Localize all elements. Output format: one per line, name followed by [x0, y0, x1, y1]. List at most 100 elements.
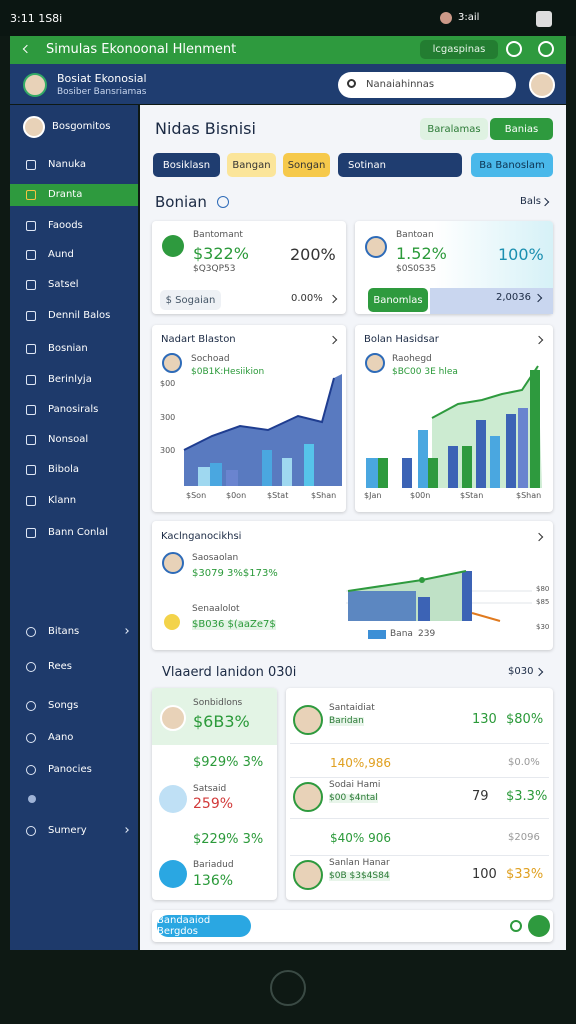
y-label: $85: [536, 598, 550, 606]
list-value: 136%: [193, 873, 234, 889]
chart-sub: $0B1K:Hesiikion: [191, 367, 265, 377]
footer-button[interactable]: Bandaaiod Bergdos: [157, 915, 251, 937]
list-name: Satsaid: [193, 784, 227, 794]
sidebar-item[interactable]: Bitans: [48, 626, 80, 637]
row-value: $3079 3%$173%: [192, 568, 278, 579]
sidebar-item[interactable]: Songs: [48, 700, 79, 711]
footer-icon[interactable]: [510, 920, 522, 932]
chat-icon[interactable]: [506, 41, 522, 57]
row-name: Saosaolan: [192, 553, 239, 563]
sidebar-icon: [26, 733, 36, 743]
kpi-pill[interactable]: Banomlas: [368, 288, 428, 312]
sidebar-item[interactable]: Nonsoal: [48, 434, 89, 445]
x-label: $Stan: [460, 491, 484, 500]
sidebar-item[interactable]: Satsel: [48, 279, 79, 290]
sidebar-icon: [26, 280, 36, 290]
page-title: Nidas Bisnisi: [155, 119, 256, 138]
chart-illustration: [183, 374, 342, 486]
search-icon: [347, 79, 356, 88]
sidebar-icon: [26, 190, 36, 200]
tab[interactable]: Ba Banoslam: [471, 153, 553, 177]
sidebar-item[interactable]: Nanuka: [48, 159, 87, 170]
sidebar-item[interactable]: Dranta: [48, 189, 83, 200]
row-sub: $0B $3$4S84: [329, 871, 390, 881]
app-bar-button[interactable]: lcgaspinas: [420, 40, 498, 59]
kpi-avatar: [365, 236, 387, 258]
list-value: $6B3%: [193, 712, 250, 731]
row-count: 100: [472, 867, 497, 882]
x-label: $Shan: [516, 491, 542, 500]
footer-action[interactable]: [528, 915, 550, 937]
y-label: $80: [536, 585, 550, 593]
sidebar-item[interactable]: Panocies: [48, 764, 92, 775]
row-avatar: [293, 860, 323, 890]
row-count: 130: [472, 712, 497, 727]
settings-icon[interactable]: [538, 41, 554, 57]
row-name: Senaalolot: [192, 604, 240, 614]
sidebar-item[interactable]: Sumery: [48, 825, 87, 836]
sidebar-item[interactable]: Faoods: [48, 220, 83, 231]
profile-subtitle: Bosiber Bansriamas: [57, 87, 147, 97]
chart-illustration: [346, 570, 532, 622]
x-label: $00n: [410, 491, 431, 500]
section-link[interactable]: Bals: [520, 196, 541, 207]
search-box[interactable]: [338, 72, 516, 98]
search-placeholder: Nanaiahinnas: [366, 79, 435, 90]
row-avatar: [293, 782, 323, 812]
tab[interactable]: Songan: [283, 153, 330, 177]
kpi-icon: [162, 235, 184, 257]
card-title: Kaclnganocikhsi: [161, 531, 242, 542]
list-avatar: [160, 705, 186, 731]
tab[interactable]: Bosiklasn: [153, 153, 220, 177]
sidebar-item[interactable]: Klann: [48, 495, 77, 506]
action-button[interactable]: Banias: [490, 118, 553, 140]
list-icon: [159, 860, 187, 888]
home-button[interactable]: [270, 970, 306, 1006]
sidebar-user: Bosgomitos: [52, 121, 111, 132]
row-divider: [290, 777, 549, 778]
sidebar-item[interactable]: Rees: [48, 661, 73, 672]
section-title: Bonian: [155, 193, 207, 211]
chart-avatar: [162, 353, 182, 373]
sidebar-icon: [26, 765, 36, 775]
user-avatar[interactable]: [529, 72, 555, 98]
row-value: $B036 $(aaZe7$: [192, 619, 276, 630]
sidebar-item[interactable]: Aano: [48, 732, 74, 743]
row-divider: [290, 855, 549, 856]
sidebar-item[interactable]: Bosnian: [48, 343, 88, 354]
kpi-pill[interactable]: $ Sogaian: [160, 290, 221, 310]
section-link[interactable]: $030: [508, 666, 534, 677]
kpi-big: 200%: [290, 245, 336, 264]
tab[interactable]: Bangan: [227, 153, 276, 177]
sidebar-dot: [28, 795, 36, 803]
app-title: Simulas Ekonoonal Hlenment: [46, 42, 237, 57]
x-label: $Shan: [311, 491, 337, 500]
action-button[interactable]: Baralamas: [420, 118, 488, 140]
x-label: $Son: [186, 491, 207, 500]
chart-title: Nadart Blaston: [161, 334, 236, 345]
kpi-foot: 0.00%: [291, 293, 323, 304]
chart-title: Bolan Hasidsar: [364, 334, 439, 345]
sidebar-icon: [26, 311, 36, 321]
y-label: $00: [160, 379, 176, 388]
status-time: 3:11 1S8i: [10, 12, 63, 25]
row-value: $40% 906: [330, 831, 392, 845]
list-value: 259%: [193, 796, 234, 812]
sidebar-item[interactable]: Dennil Balos: [48, 310, 111, 321]
profile-name: Bosiat Ekonosial: [57, 72, 147, 85]
sidebar-item[interactable]: Bibola: [48, 464, 80, 475]
row-value: 140%,986: [330, 756, 392, 770]
list-value: $929% 3%: [193, 755, 264, 770]
sidebar-avatar: [23, 116, 45, 138]
chart-sub: $BC00 3E hlea: [392, 367, 458, 377]
tab[interactable]: Sotinan: [338, 153, 462, 177]
kpi-value: $322%: [193, 244, 249, 263]
sidebar-item[interactable]: Berinlyja: [48, 374, 92, 385]
status-icon: [440, 12, 452, 24]
y-label: $30: [536, 623, 550, 631]
row-value: $80%: [506, 712, 544, 727]
sidebar-item[interactable]: Aund: [48, 249, 74, 260]
sidebar-item[interactable]: Bann Conlal: [48, 527, 108, 538]
sidebar-item[interactable]: Panosirals: [48, 404, 99, 415]
sidebar-icon: [26, 528, 36, 538]
